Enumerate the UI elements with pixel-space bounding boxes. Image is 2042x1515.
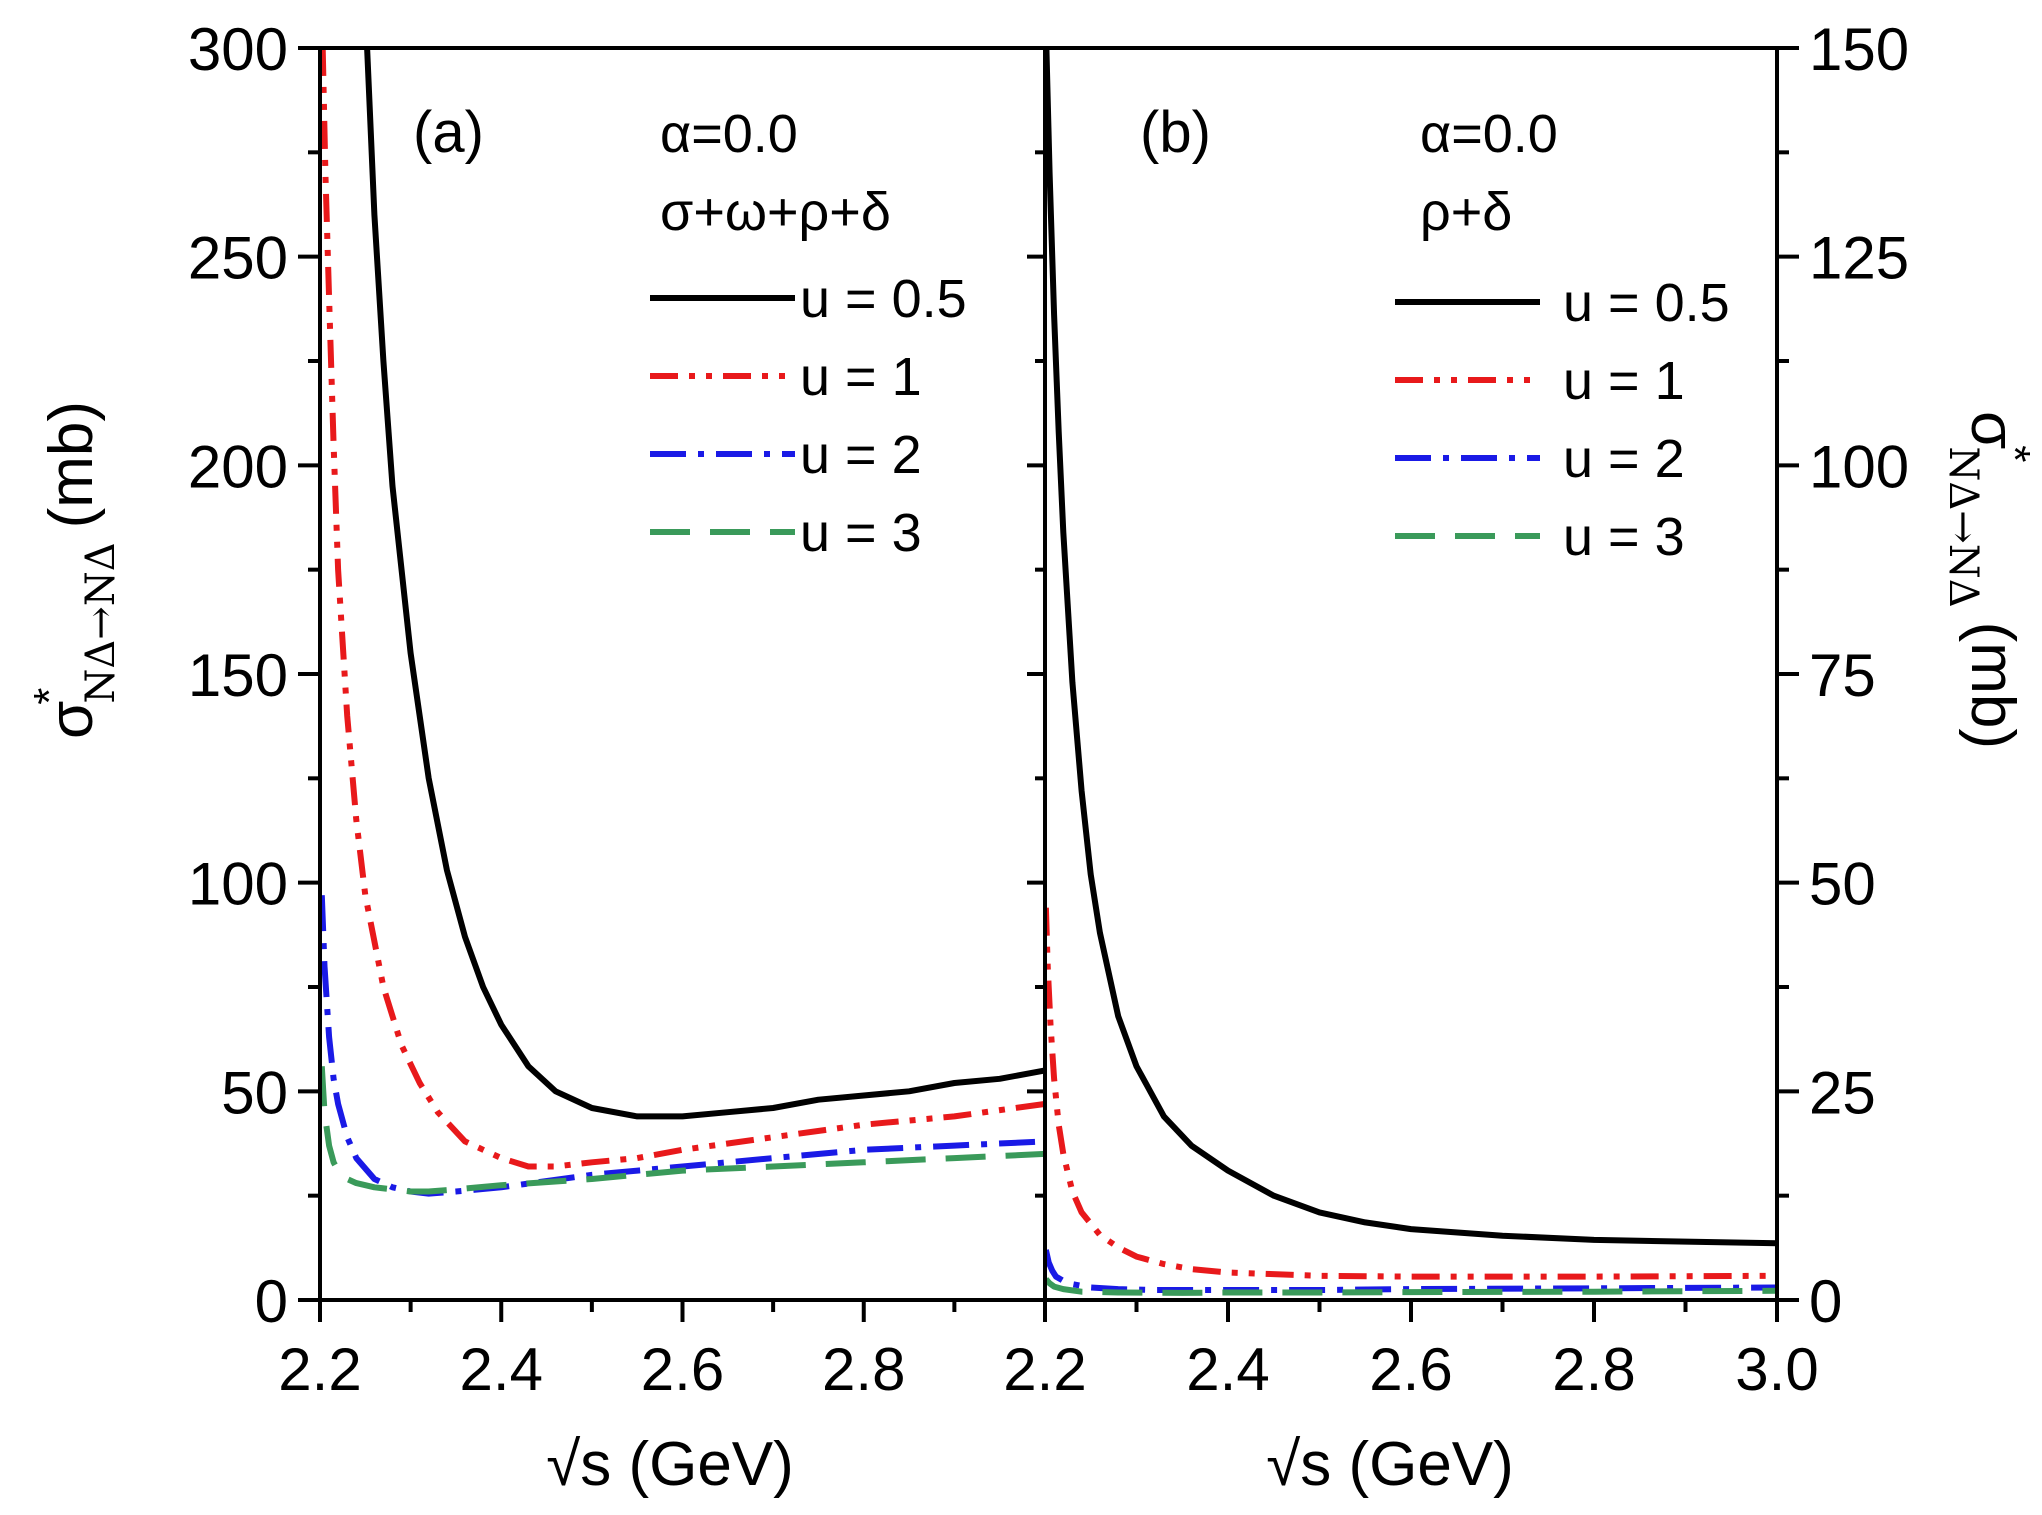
panel-b-frame [1043, 46, 1779, 1302]
panel-b-legend-label: u = 0.5 [1563, 273, 1730, 333]
panel-a-y-tick-label: 250 [188, 225, 288, 292]
y-right-superscript: * [1990, 445, 2039, 462]
panel-a-legend-label: u = 0.5 [800, 269, 967, 329]
svg-text:σ*NΔ→NΔ(mb): σ*NΔ→NΔ (mb) [1940, 411, 2039, 749]
y-axis-title-left: σ* NΔ→NΔ (mb) [25, 401, 124, 739]
panel-a-y-tick-label: 150 [188, 642, 288, 709]
panel-a-y-tick-label: 50 [221, 1059, 288, 1126]
panel-b-legend-label: u = 2 [1563, 429, 1685, 489]
panel-a-y-ticks: 0 50 100 150 200 250 300 [188, 16, 1045, 1335]
panel-a-x-tick-label: 2.8 [822, 1336, 905, 1403]
panel-a-param-mesons: σ+ω+ρ+δ [660, 182, 891, 242]
y-right-subscript: NΔ→NΔ [1940, 446, 1986, 607]
panel-b-legend-label: u = 3 [1563, 507, 1685, 567]
panel-b-series-2-line [1045, 1249, 1777, 1293]
panel-a-series-2-line [320, 895, 1045, 1197]
panel-a-series-0-line [364, 48, 1045, 1120]
panel-a-x-ticks: 2.2 2.4 2.6 2.8 [278, 1300, 1047, 1403]
panel-a: 0 50 100 150 200 250 300 2.2 2.4 2.6 2.8 (a) α=0.… [188, 16, 1047, 1403]
panel-b-x-tick-label: 2.2 [1003, 1336, 1086, 1403]
panel-a-legend-label: u = 1 [800, 347, 922, 407]
y-left-symbol: σ [37, 701, 106, 739]
panel-b-x-tick-label: 2.4 [1186, 1336, 1269, 1403]
panel-a-series [320, 48, 1045, 1197]
panel-b-x-tick-label: 3.0 [1735, 1336, 1818, 1403]
panel-b-legend: u = 0.5 u = 1 u = 2 u = 3 [1395, 273, 1730, 567]
panel-b-y-tick-label: 125 [1809, 225, 1909, 292]
panel-a-y-tick-label: 300 [188, 16, 288, 83]
y-left-superscript: * [25, 688, 74, 705]
panel-b-y-tick-label: 150 [1809, 16, 1909, 83]
panel-b-y-tick-label: 25 [1809, 1059, 1876, 1126]
panel-b-x-tick-label: 2.8 [1552, 1336, 1635, 1403]
panel-b-series [1045, 48, 1777, 1296]
y-right-unit: (mb) [1958, 622, 2027, 749]
panel-b-legend-label: u = 1 [1563, 351, 1685, 411]
panel-b-series-3-line [1045, 1277, 1777, 1296]
panel-a-param-alpha: α=0.0 [660, 104, 798, 164]
panel-a-legend-label: u = 3 [800, 503, 922, 563]
panel-b-param-mesons: ρ+δ [1420, 182, 1512, 242]
panel-a-label: (a) [413, 100, 484, 165]
panel-b-x-ticks: 2.2 2.4 2.6 2.8 3.0 [1003, 1300, 1819, 1403]
panel-b-y-tick-label: 100 [1809, 433, 1909, 500]
panel-a-y-tick-label: 0 [255, 1268, 288, 1335]
panel-b-y-ticks: 0 25 50 75 100 125 150 [1777, 16, 1909, 1335]
panel-b-x-tick-label: 2.6 [1369, 1336, 1452, 1403]
panel-b-label: (b) [1140, 100, 1211, 165]
panel-a-series-3-line [320, 1066, 1045, 1195]
panel-a-x-tick-label: 2.4 [460, 1336, 543, 1403]
panel-b-y-tick-label: 50 [1809, 851, 1876, 918]
panel-b-series-1-line [1045, 907, 1777, 1280]
panel-a-legend-label: u = 2 [800, 425, 922, 485]
y-left-unit: (mb) [37, 401, 106, 528]
panel-b-series-0-line [1045, 48, 1777, 1247]
panel-a-legend: u = 0.5 u = 1 u = 2 u = 3 [650, 269, 967, 563]
panel-b-y-tick-label: 75 [1809, 642, 1876, 709]
svg-text:σ*NΔ→NΔ(mb): σ*NΔ→NΔ (mb) [25, 401, 124, 739]
panel-a-y-tick-label: 200 [188, 433, 288, 500]
x-axis-title-a: √s (GeV) [546, 1430, 794, 1499]
y-left-subscript: NΔ→NΔ [78, 542, 124, 703]
panel-b-param-alpha: α=0.0 [1420, 104, 1558, 164]
y-axis-title-right: σ*NΔ→NΔ (mb) [1940, 411, 2039, 749]
panel-b-y-tick-label: 0 [1809, 1268, 1842, 1335]
panel-b: 0 25 50 75 100 125 150 2.2 2.4 2.6 2.8 3.0 (b) α=0… [1003, 16, 1909, 1403]
y-right-symbol: σ [1958, 411, 2027, 449]
x-axis-title-b: √s (GeV) [1266, 1430, 1514, 1499]
panel-a-x-tick-label: 2.6 [641, 1336, 724, 1403]
panel-a-x-tick-label: 2.2 [278, 1336, 361, 1403]
panel-a-series-1-line [320, 48, 1045, 1170]
panel-a-y-tick-label: 100 [188, 851, 288, 918]
